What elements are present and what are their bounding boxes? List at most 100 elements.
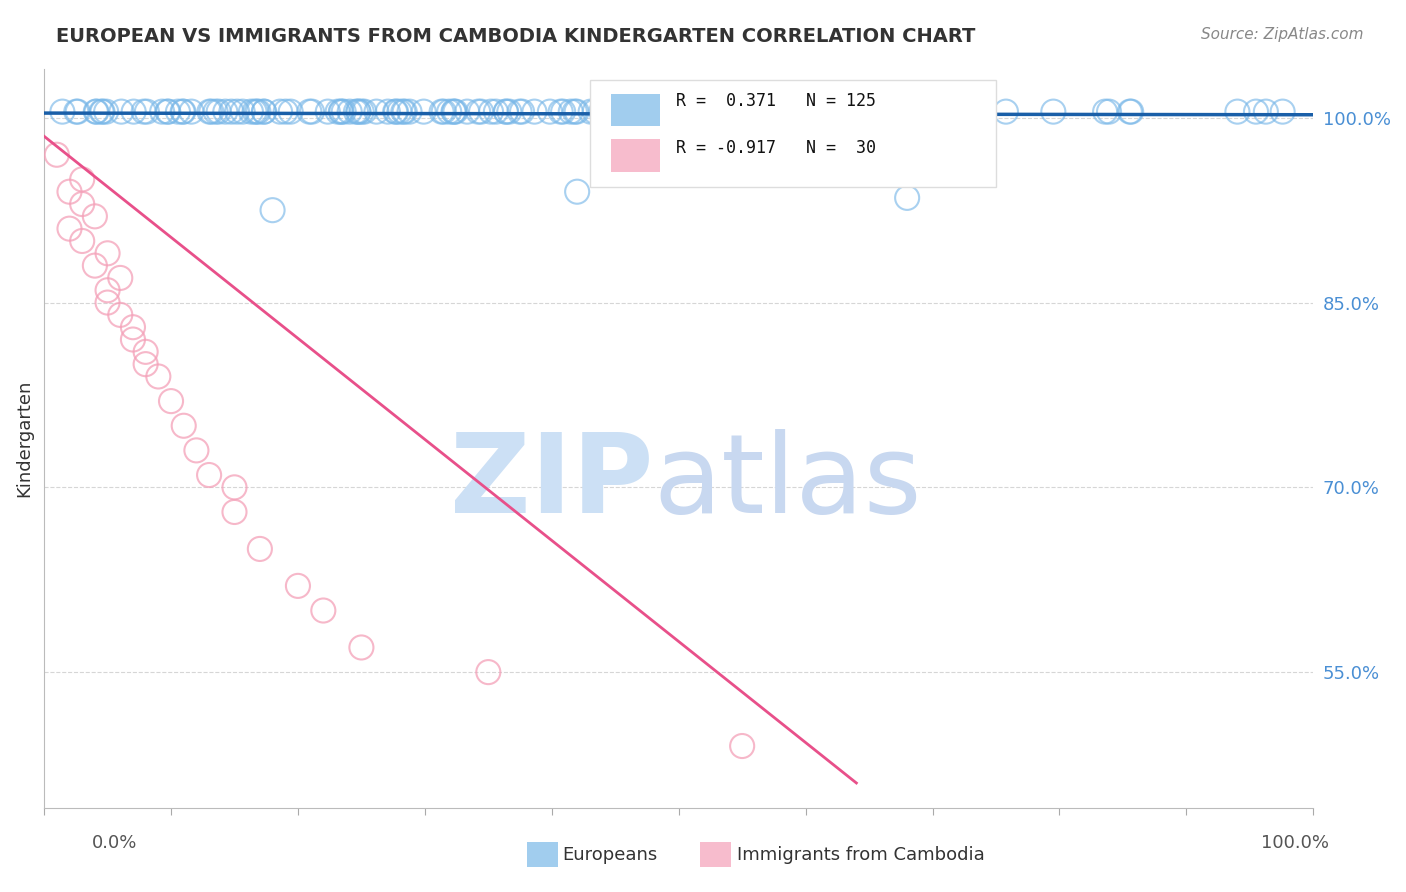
Text: Source: ZipAtlas.com: Source: ZipAtlas.com [1201,27,1364,42]
Point [180,104,202,119]
Point [135,104,157,119]
Point [70,172,93,186]
Point [214,104,236,119]
Point [479,104,502,119]
Point [969,104,991,119]
Point [246,104,269,119]
Point [485,104,508,119]
Point [1119,104,1142,119]
Point [249,541,271,556]
Point [523,104,546,119]
Point [955,104,977,119]
Point [157,104,180,119]
Point [326,104,349,119]
Point [366,104,388,119]
Bar [612,94,659,126]
Point [730,104,752,119]
Point [994,104,1017,119]
Point [172,104,194,119]
Point [204,104,226,119]
Point [565,185,588,199]
Point [90,104,112,119]
Point [430,104,453,119]
Point [896,191,918,205]
Point [647,104,669,119]
Point [498,104,520,119]
Point [84,104,107,119]
Point [1042,104,1064,119]
Point [86,104,108,119]
Point [384,104,406,119]
Point [634,104,657,119]
Point [737,104,759,119]
Point [150,104,173,119]
Point [1226,104,1249,119]
Point [927,104,949,119]
Point [495,104,517,119]
Point [135,357,157,371]
Point [97,295,120,310]
Point [239,104,262,119]
Point [156,104,179,119]
Point [776,104,799,119]
Point [350,104,373,119]
Point [280,104,302,119]
Point [94,104,117,119]
Point [58,185,80,199]
Text: R = -0.917   N =  30: R = -0.917 N = 30 [676,139,876,158]
Point [810,104,832,119]
Point [262,203,284,218]
Point [329,104,352,119]
Bar [612,139,659,172]
Point [173,418,195,433]
Point [353,104,375,119]
Point [510,104,533,119]
Point [243,104,266,119]
Text: 100.0%: 100.0% [1261,834,1329,852]
Point [814,104,837,119]
Point [437,104,460,119]
Point [467,104,489,119]
Point [344,104,367,119]
Point [253,104,276,119]
Point [330,104,353,119]
Point [553,104,575,119]
Point [97,246,120,260]
Point [377,104,399,119]
Point [697,104,720,119]
Point [70,234,93,248]
Point [538,104,561,119]
Point [1244,104,1267,119]
Point [226,104,249,119]
Point [347,104,370,119]
Point [132,104,155,119]
Point [301,104,323,119]
Point [232,104,254,119]
Point [433,104,456,119]
Point [198,104,221,119]
Point [444,104,467,119]
Text: R =  0.371   N = 125: R = 0.371 N = 125 [676,92,876,111]
Point [870,104,893,119]
Point [813,104,835,119]
Point [848,104,870,119]
Point [939,104,962,119]
Point [172,104,194,119]
Point [564,104,586,119]
Point [385,104,408,119]
Point [917,104,939,119]
Point [167,104,190,119]
Point [509,104,531,119]
Point [678,104,700,119]
Text: EUROPEAN VS IMMIGRANTS FROM CAMBODIA KINDERGARTEN CORRELATION CHART: EUROPEAN VS IMMIGRANTS FROM CAMBODIA KIN… [56,27,976,45]
Point [83,259,105,273]
Text: Immigrants from Cambodia: Immigrants from Cambodia [737,846,984,863]
FancyBboxPatch shape [591,79,995,186]
Point [70,197,93,211]
Point [91,104,114,119]
Text: atlas: atlas [654,429,922,536]
Point [148,369,170,384]
Point [122,320,145,334]
Point [669,104,692,119]
Point [495,104,517,119]
